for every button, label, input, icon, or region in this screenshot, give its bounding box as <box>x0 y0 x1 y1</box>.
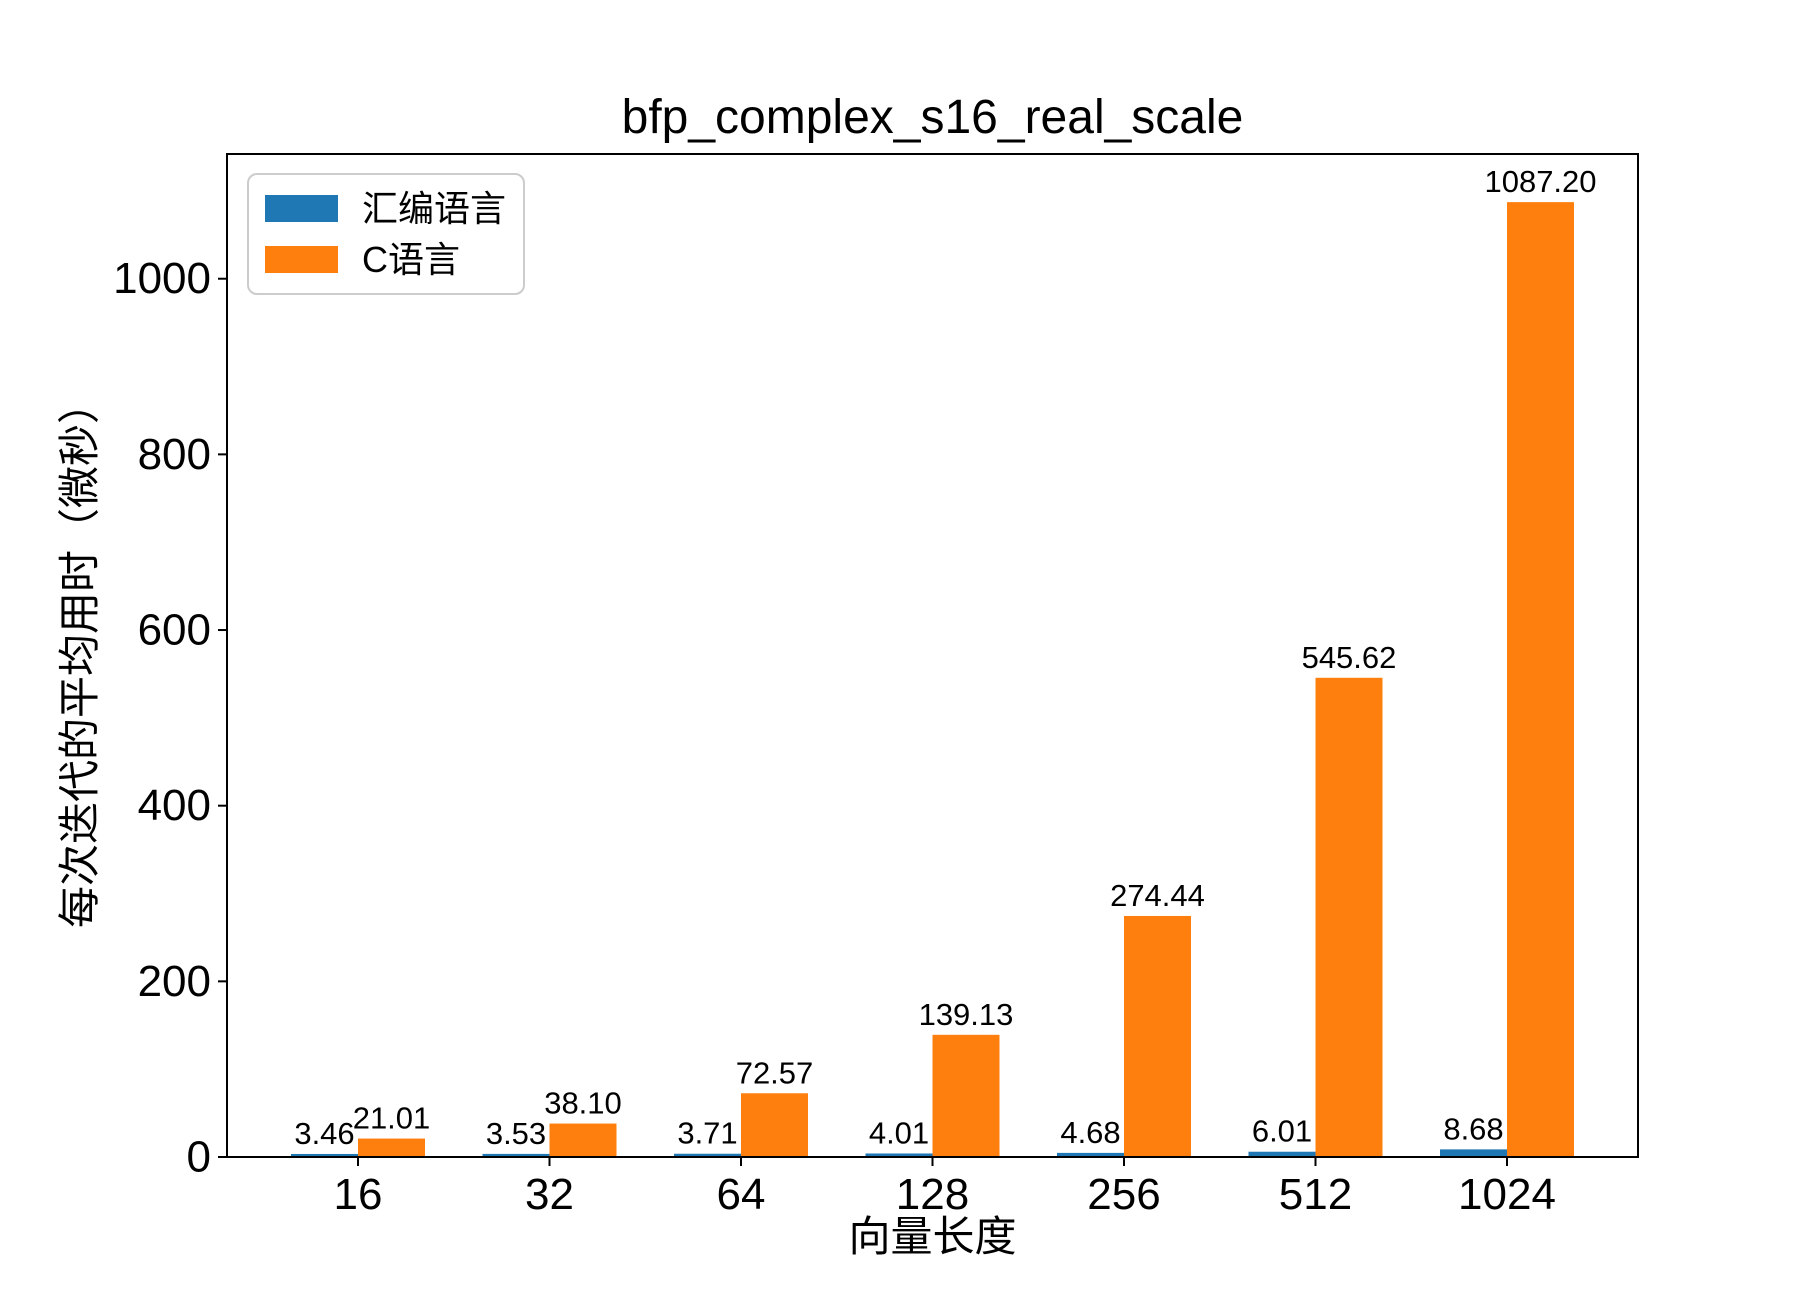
bar-label-series0-32: 3.53 <box>486 1116 546 1151</box>
y-tick-label-1000: 1000 <box>113 254 211 303</box>
x-axis-label: 向量长度 <box>848 1213 1017 1260</box>
bar-series1-512 <box>1315 677 1383 1157</box>
bar-series0-1024 <box>1440 1149 1507 1157</box>
bar-series1-128 <box>932 1034 1000 1157</box>
bar-label-series1-128: 139.13 <box>919 997 1014 1032</box>
legend-item-c: C语言 <box>265 238 507 280</box>
bar-series1-1024 <box>1507 202 1574 1157</box>
axes-frame <box>226 153 1639 1158</box>
bar-label-series1-64: 72.57 <box>736 1055 814 1090</box>
bar-label-series0-16: 3.46 <box>294 1116 354 1151</box>
bar-label-series1-1024: 1087.20 <box>1484 164 1596 199</box>
bar-label-series0-1024: 8.68 <box>1443 1111 1503 1146</box>
chart-title: bfp_complex_s16_real_scale <box>621 91 1244 144</box>
legend-swatch-assembly <box>265 195 338 222</box>
bar-label-series1-256: 274.44 <box>1110 878 1205 913</box>
bar-label-series1-16: 21.01 <box>353 1101 431 1136</box>
bar-series0-16 <box>291 1153 358 1157</box>
x-tick-label-64: 64 <box>717 1170 766 1219</box>
y-tick-label-800: 800 <box>138 430 211 479</box>
legend-swatch-c <box>265 246 338 273</box>
y-tick-label-200: 200 <box>138 957 211 1006</box>
bar-label-series0-128: 4.01 <box>869 1115 929 1150</box>
x-tick-label-256: 256 <box>1087 1170 1160 1219</box>
bar-series0-32 <box>482 1153 550 1157</box>
bar-series0-256 <box>1057 1152 1124 1157</box>
bar-series1-256 <box>1124 915 1191 1157</box>
legend-label-assembly: 汇编语言 <box>362 187 507 229</box>
x-tick-label-512: 512 <box>1279 1170 1352 1219</box>
y-tick-label-400: 400 <box>138 781 211 830</box>
bar-series0-64 <box>674 1153 741 1157</box>
bar-label-series0-256: 4.68 <box>1060 1115 1120 1150</box>
bar-label-series1-512: 545.62 <box>1302 640 1397 675</box>
bar-label-series0-512: 6.01 <box>1252 1114 1312 1149</box>
bar-series1-64 <box>741 1093 808 1157</box>
bar-series1-16 <box>358 1138 425 1157</box>
x-tick-label-128: 128 <box>896 1170 969 1219</box>
bar-series1-32 <box>549 1123 617 1157</box>
bar-label-series0-64: 3.71 <box>677 1116 737 1151</box>
x-tick-label-32: 32 <box>525 1170 574 1219</box>
legend: 汇编语言 C语言 <box>247 173 525 295</box>
bar-series0-512 <box>1248 1151 1316 1157</box>
y-tick-label-600: 600 <box>138 606 211 655</box>
legend-label-c: C语言 <box>362 238 460 280</box>
bar-series0-128 <box>865 1153 933 1157</box>
x-tick-label-1024: 1024 <box>1458 1170 1556 1219</box>
legend-item-assembly: 汇编语言 <box>265 187 507 229</box>
y-tick-label-0: 0 <box>187 1133 211 1182</box>
x-tick-label-16: 16 <box>334 1170 383 1219</box>
y-axis-label: 每次迭代的平均用时（微秒） <box>56 381 103 929</box>
bar-label-series1-32: 38.10 <box>544 1086 622 1121</box>
